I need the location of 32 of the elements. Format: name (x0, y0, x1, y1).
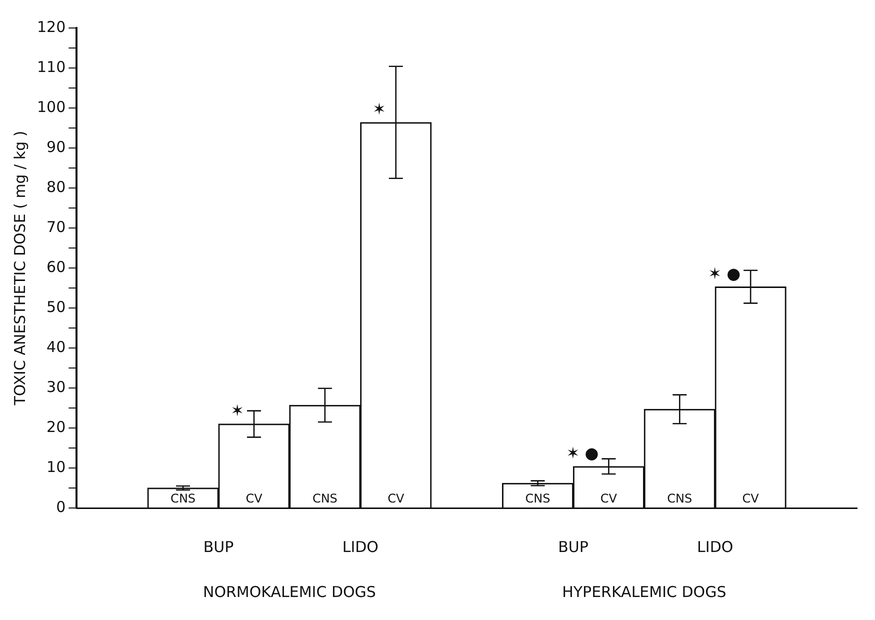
x-tick-label: CNS (667, 491, 692, 506)
y-tick-label: 10 (46, 458, 66, 476)
data-label: ✶ (230, 401, 244, 420)
y-tick-label: 90 (46, 138, 66, 156)
x-tick-label: CV (246, 491, 264, 506)
y-tick-label: 50 (46, 298, 66, 316)
text: BUP (558, 538, 588, 556)
x-tick-label: CV (742, 491, 760, 506)
y-tick-label: 100 (36, 98, 66, 116)
data-label: ✶ ● (566, 444, 599, 463)
y-tick-label: 0 (56, 498, 66, 516)
x-tick-label: CNS (170, 491, 196, 506)
y-tick-label: 60 (46, 258, 66, 276)
x-tick-label: CV (388, 491, 405, 506)
data-label: ✶ (372, 100, 386, 119)
text: LIDO (342, 538, 378, 556)
y-tick-label: 70 (46, 218, 66, 236)
x-tick-label: CNS (525, 491, 550, 506)
y-axis-title: TOXIC ANESTHETIC DOSE ( mg / kg ) (10, 130, 29, 406)
y-tick-label: 30 (46, 378, 66, 396)
y-tick-label: 20 (46, 418, 66, 436)
text: NORMOKALEMIC DOGS (202, 582, 376, 601)
y-tick-label: 110 (36, 58, 66, 76)
text: LIDO (697, 538, 734, 556)
text: BUP (203, 538, 234, 556)
y-tick-label: 120 (36, 18, 66, 36)
data-label: ✶ ● (708, 264, 741, 283)
y-tick-label: 40 (46, 338, 66, 356)
x-tick-label: CV (600, 491, 618, 506)
x-tick-label: CNS (312, 491, 338, 506)
text: HYPERKALEMIC DOGS (562, 582, 726, 601)
y-tick-label: 80 (46, 178, 66, 196)
